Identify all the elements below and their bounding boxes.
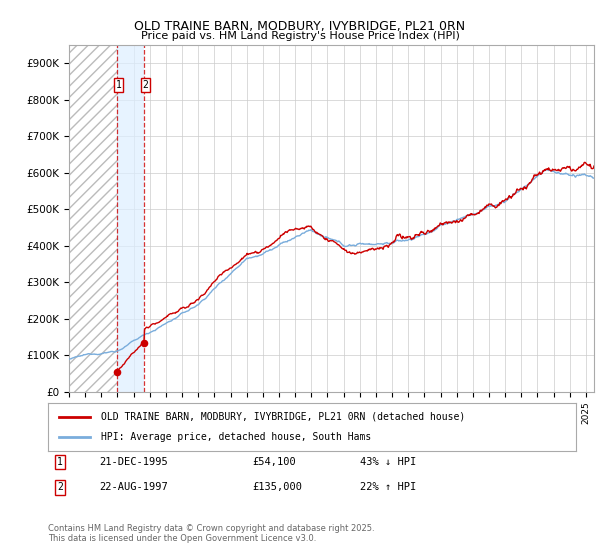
OLD TRAINE BARN, MODBURY, IVYBRIDGE, PL21 0RN (detached house) (389, 239, 397, 246)
OLD TRAINE BARN, MODBURY, IVYBRIDGE, PL21 0RN (detached house) (165, 311, 172, 318)
Text: OLD TRAINE BARN, MODBURY, IVYBRIDGE, PL21 0RN: OLD TRAINE BARN, MODBURY, IVYBRIDGE, PL2… (134, 20, 466, 32)
Bar (69, 45, 117, 392)
HPI: Average price, detached house, South Hams: (2.01e+03, 4.14e+05): Average price, detached house, South Ham… (400, 237, 407, 244)
Text: 22-AUG-1997: 22-AUG-1997 (99, 482, 168, 492)
OLD TRAINE BARN, MODBURY, IVYBRIDGE, PL21 0RN (detached house) (382, 242, 389, 249)
Text: £135,000: £135,000 (252, 482, 302, 492)
HPI: Average price, detached house, South Hams: (1.99e+03, 1.05e+05): Average price, detached house, South Ham… (98, 351, 105, 357)
HPI: Average price, detached house, South Hams: (2.02e+03, 4.84e+05): Average price, detached house, South Ham… (464, 212, 471, 218)
Text: 1: 1 (57, 457, 63, 467)
Text: 2: 2 (57, 482, 63, 492)
Bar (117, 45, 144, 392)
Text: 43% ↓ HPI: 43% ↓ HPI (360, 457, 416, 467)
Text: 21-DEC-1995: 21-DEC-1995 (99, 457, 168, 467)
OLD TRAINE BARN, MODBURY, IVYBRIDGE, PL21 0RN (detached house) (354, 249, 361, 255)
HPI: Average price, detached house, South Hams: (2.03e+03, 5.85e+05): Average price, detached house, South Ham… (590, 175, 598, 181)
HPI: Average price, detached house, South Hams: (2.02e+03, 5.55e+05): Average price, detached house, South Ham… (517, 186, 524, 193)
Text: 22% ↑ HPI: 22% ↑ HPI (360, 482, 416, 492)
HPI: Average price, detached house, South Hams: (2.02e+03, 6.09e+05): Average price, detached house, South Ham… (544, 166, 551, 173)
HPI: Average price, detached house, South Hams: (1.99e+03, 9e+04): Average price, detached house, South Ham… (65, 356, 73, 362)
HPI: Average price, detached house, South Hams: (2.01e+03, 4.07e+05): Average price, detached house, South Ham… (384, 240, 391, 246)
OLD TRAINE BARN, MODBURY, IVYBRIDGE, PL21 0RN (detached house) (542, 167, 549, 174)
Line: HPI: Average price, detached house, South Hams: HPI: Average price, detached house, Sout… (69, 170, 594, 359)
Text: OLD TRAINE BARN, MODBURY, IVYBRIDGE, PL21 0RN (detached house): OLD TRAINE BARN, MODBURY, IVYBRIDGE, PL2… (101, 412, 465, 422)
OLD TRAINE BARN, MODBURY, IVYBRIDGE, PL21 0RN (detached house) (581, 159, 589, 166)
Text: 1: 1 (116, 80, 122, 90)
Text: Contains HM Land Registry data © Crown copyright and database right 2025.
This d: Contains HM Land Registry data © Crown c… (48, 524, 374, 543)
Text: Price paid vs. HM Land Registry's House Price Index (HPI): Price paid vs. HM Land Registry's House … (140, 31, 460, 41)
HPI: Average price, detached house, South Hams: (2.01e+03, 4.03e+05): Average price, detached house, South Ham… (370, 241, 377, 248)
Line: OLD TRAINE BARN, MODBURY, IVYBRIDGE, PL21 0RN (detached house): OLD TRAINE BARN, MODBURY, IVYBRIDGE, PL2… (118, 162, 594, 370)
OLD TRAINE BARN, MODBURY, IVYBRIDGE, PL21 0RN (detached house) (590, 162, 598, 169)
Text: £54,100: £54,100 (252, 457, 296, 467)
OLD TRAINE BARN, MODBURY, IVYBRIDGE, PL21 0RN (detached house) (114, 367, 121, 374)
OLD TRAINE BARN, MODBURY, IVYBRIDGE, PL21 0RN (detached house) (292, 226, 299, 232)
Point (112, 368, 122, 377)
Point (139, 338, 149, 347)
Text: 2: 2 (143, 80, 149, 90)
Text: HPI: Average price, detached house, South Hams: HPI: Average price, detached house, Sout… (101, 432, 371, 442)
